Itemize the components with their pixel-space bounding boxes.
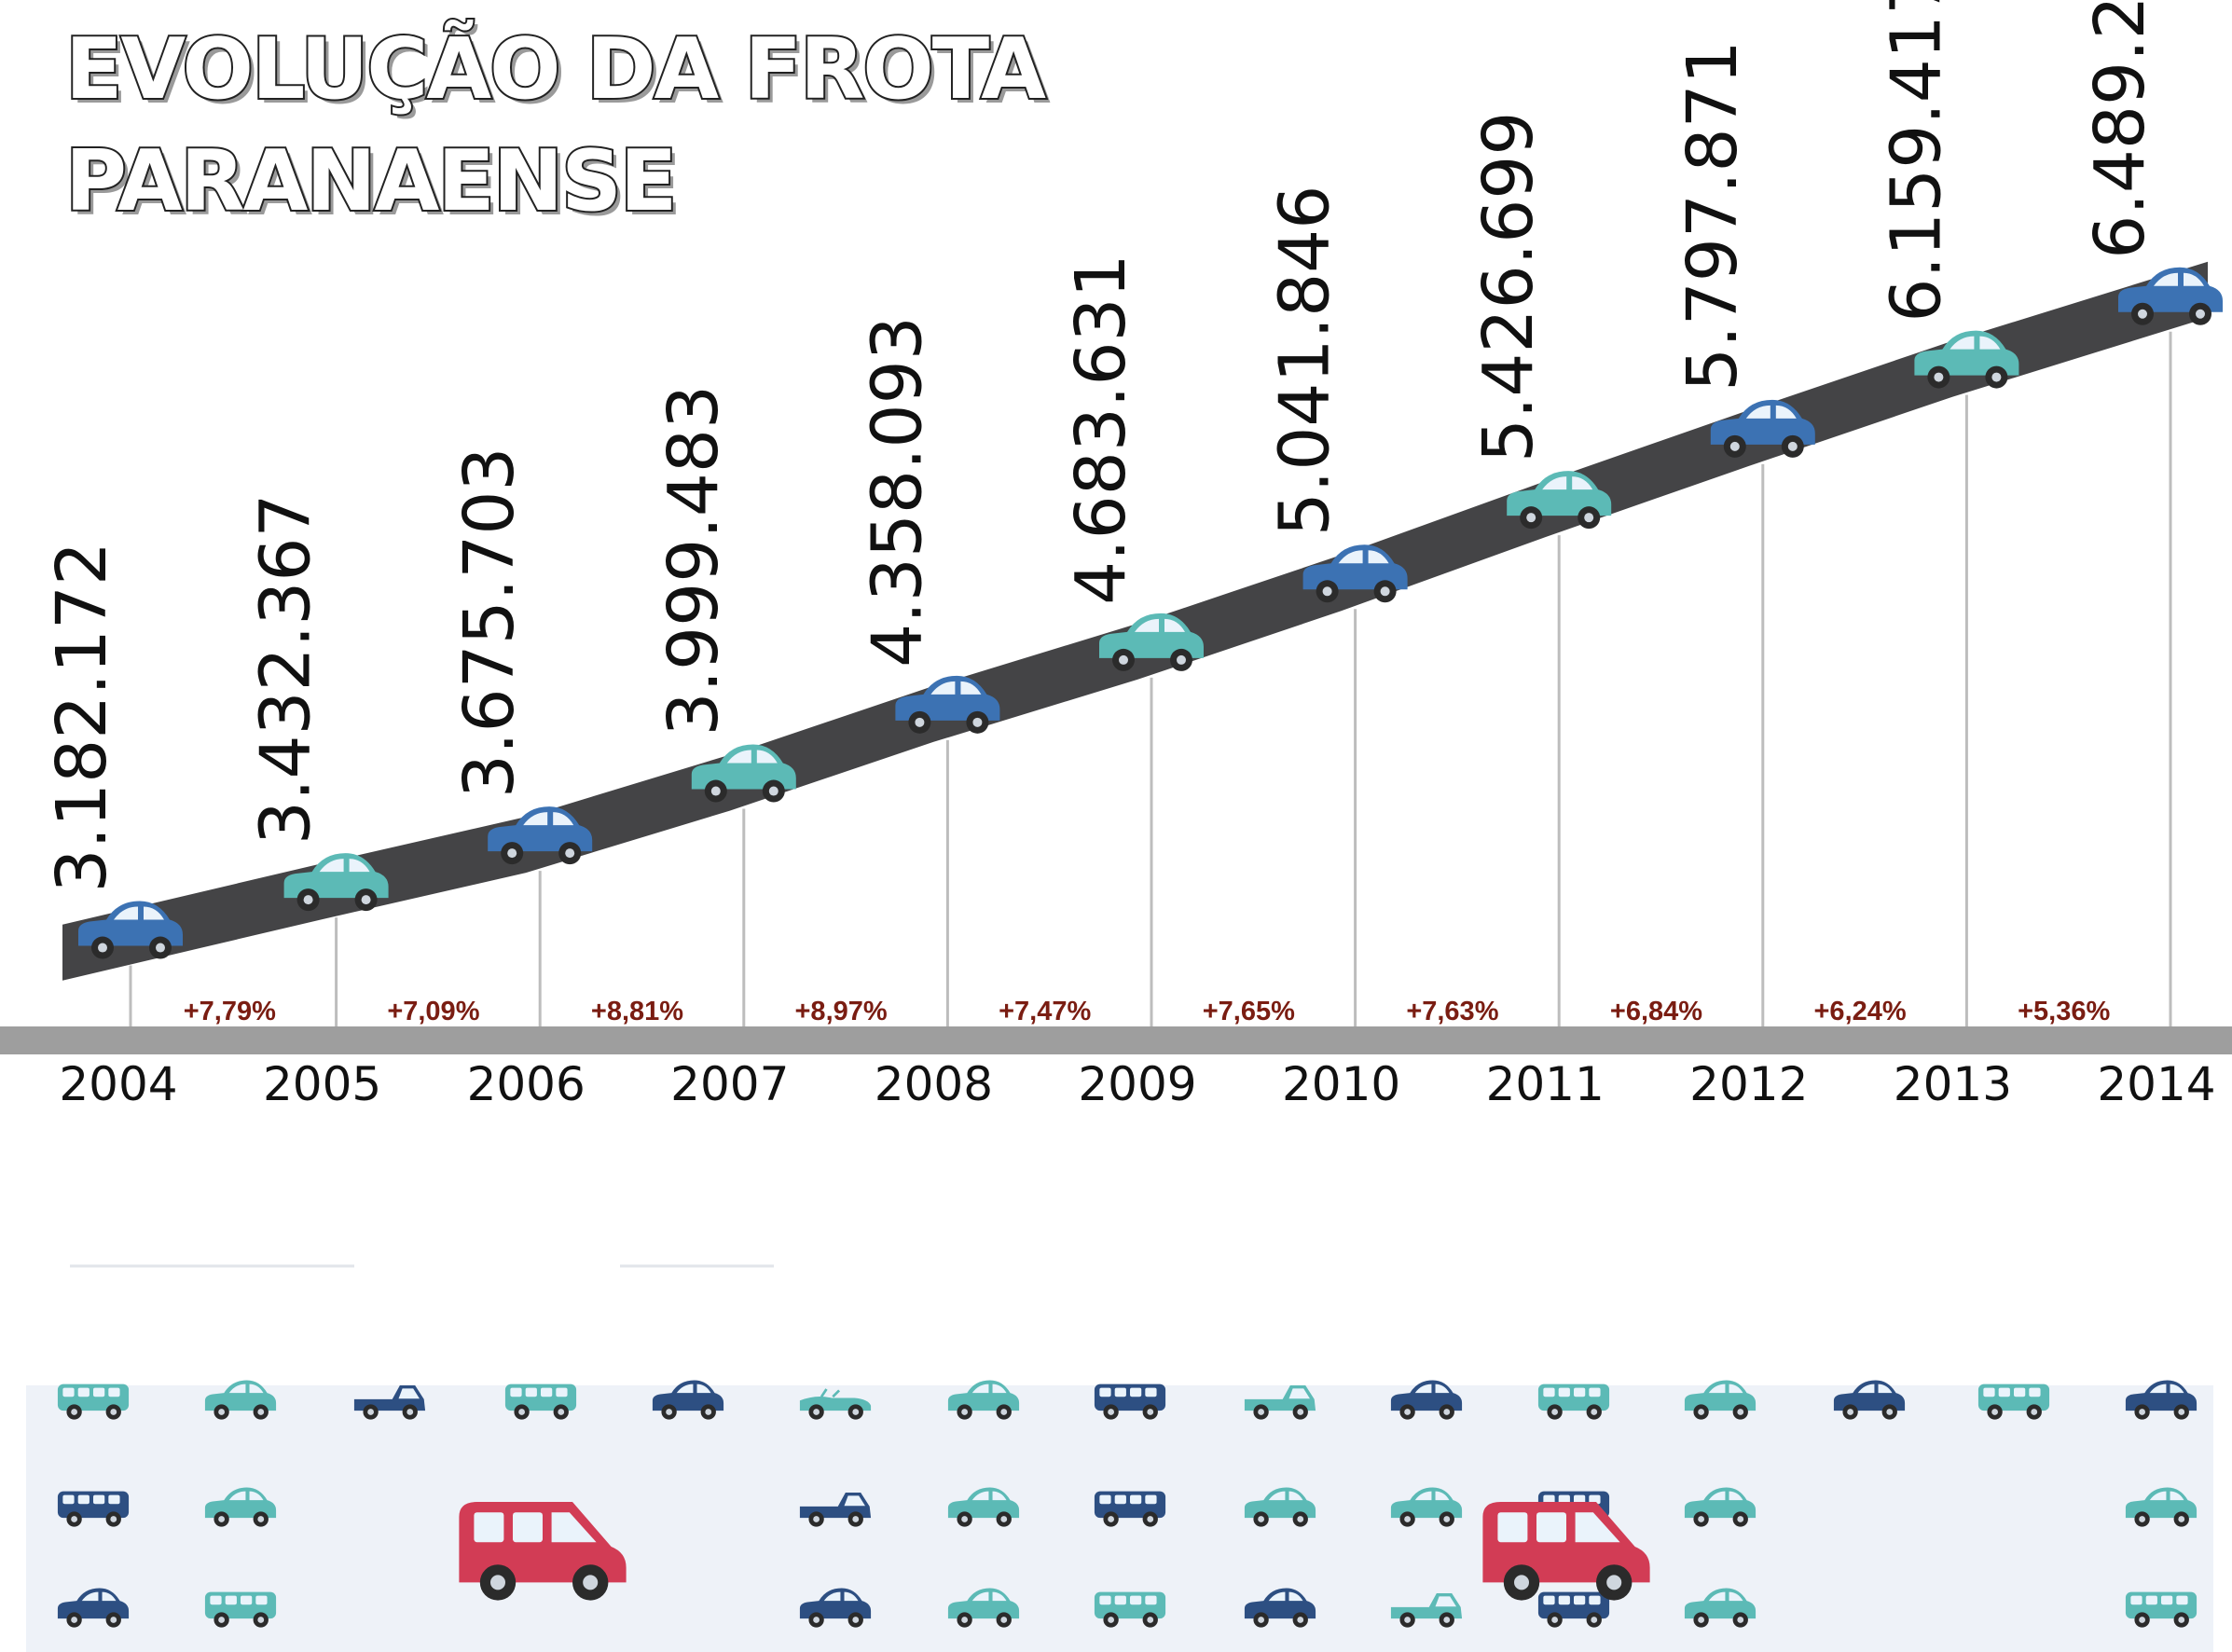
value-label: 3.675.703 [449,447,530,798]
year-label: 2011 [1486,1057,1605,1111]
car-icon [204,1380,277,1420]
value-label: 5.041.846 [1265,186,1345,537]
growth-label: +8,81% [591,997,683,1026]
car-icon [947,1380,1020,1420]
car-icon [204,1487,277,1527]
year-label: 2007 [670,1057,789,1111]
car-icon [1833,1380,1906,1420]
car-icon [691,744,796,803]
growth-label: +7,63% [1406,997,1498,1026]
value-label: 3.182.172 [42,542,122,893]
van-icon [2125,1591,2198,1628]
car-icon [1244,1487,1316,1527]
growth-label: +6,84% [1610,997,1702,1026]
car-icon [2125,1380,2198,1420]
value-label: 4.683.631 [1061,254,1141,605]
growth-labels: +7,79% +7,09% +8,81% +8,97% +7,47% +7,65% +7,6… [184,997,2111,1026]
car-icon [1099,613,1204,671]
growth-label: +8,97% [795,997,888,1026]
value-labels: 3.182.172 3.432.367 3.675.703 3.999.483 4.35… [42,0,2160,893]
title-line1-shadow: EVOLUÇÃO DA FROTA [70,23,1051,123]
car-icon [1684,1588,1757,1628]
bus-icon [504,1384,577,1420]
growth-label: +7,65% [1203,997,1295,1026]
growth-label: +7,79% [184,997,276,1026]
road-cars [78,267,2223,959]
year-label: 2005 [263,1057,381,1111]
car-icon [1914,330,2019,389]
car-icon [1390,1487,1463,1527]
growth-label: +6,24% [1814,997,1907,1026]
value-label: 3.432.367 [246,493,326,845]
value-label: 6.159.417 [1876,0,1956,323]
year-labels: 2004 2005 2006 2007 2008 2009 2010 2011 2012 2013… [59,1057,2215,1111]
pickup-icon [1244,1384,1316,1420]
growth-label: +5,36% [2018,997,2110,1026]
value-label: 3.999.483 [654,385,734,737]
bus-icon [1537,1591,1610,1628]
bus-icon [1094,1491,1166,1527]
year-label: 2013 [1894,1057,2012,1111]
value-label: 6.489.289 [2080,0,2160,259]
suv-icon [459,1502,627,1601]
year-label: 2009 [1078,1057,1196,1111]
growth-label: +7,09% [387,997,479,1026]
car-icon [1684,1487,1757,1527]
guide-lines [129,331,2172,1027]
band-vehicles [57,1380,2198,1628]
growth-label: +7,47% [999,997,1091,1026]
car-icon [1684,1380,1757,1420]
car-icon [78,901,183,959]
year-label: 2008 [875,1057,993,1111]
car-icon [1244,1588,1316,1628]
year-label: 2012 [1689,1057,1808,1111]
car-icon [2118,267,2223,325]
car-icon [1710,399,1815,458]
van-icon [1094,1384,1166,1420]
bus-icon [57,1491,130,1527]
ground-line [0,1026,2232,1054]
car-icon [799,1588,872,1628]
car-icon [947,1487,1020,1527]
car-icon [652,1380,724,1420]
value-label: 4.358.093 [857,316,937,668]
car-icon [488,806,593,865]
car-icon [1507,471,1612,530]
year-label: 2004 [59,1057,177,1111]
car-icon [283,853,389,912]
title-line2: PARANAENSE [65,132,675,230]
bus-icon [1537,1384,1610,1420]
year-label: 2014 [2097,1057,2215,1111]
pickup-icon [799,1492,872,1527]
car-icon [895,675,1000,734]
van-icon [1977,1384,2050,1420]
car-icon [1390,1380,1463,1420]
car-icon [947,1588,1020,1628]
year-label: 2006 [467,1057,586,1111]
car-icon [1302,544,1408,603]
title-line1: EVOLUÇÃO DA FROTA [65,19,1046,118]
van-icon [57,1384,130,1420]
value-label: 5.797.871 [1673,40,1753,392]
pickup-icon [353,1384,426,1420]
year-label: 2010 [1282,1057,1400,1111]
pickup-icon [1390,1592,1463,1628]
suv-icon [1482,1502,1650,1601]
car-icon [57,1588,130,1628]
convertible-icon [799,1388,872,1420]
van-icon [204,1591,277,1628]
road-band [62,261,2208,981]
value-label: 5.426.699 [1468,112,1549,463]
van-icon [1094,1591,1166,1628]
vehicle-band [26,1264,2213,1652]
chart-title: EVOLUÇÃO DA FROTA EVOLUÇÃO DA FROTA PARA… [63,17,1053,235]
title-line2-shadow: PARANAENSE [70,137,680,235]
car-icon [2125,1487,2198,1527]
